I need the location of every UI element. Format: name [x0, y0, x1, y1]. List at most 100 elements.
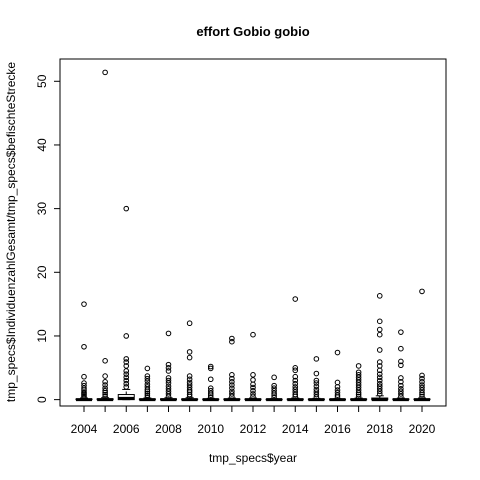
outlier-point — [271, 382, 277, 389]
outlier-point — [313, 386, 320, 393]
x-axis-label: tmp_specs$year — [209, 451, 297, 465]
box-2009 — [181, 320, 199, 402]
box-2015 — [307, 356, 325, 402]
outlier-point — [419, 384, 425, 391]
outlier-point — [398, 379, 404, 385]
outlier-point — [376, 374, 383, 381]
outlier-point — [186, 349, 193, 355]
outlier-point — [292, 380, 299, 387]
outlier-point — [81, 389, 87, 395]
outlier-point — [419, 382, 425, 388]
outlier-point — [123, 356, 130, 362]
outlier-point — [398, 345, 404, 352]
outlier-point — [229, 335, 235, 342]
outlier-point — [271, 385, 277, 391]
outlier-point — [144, 375, 151, 382]
outlier-point — [207, 376, 214, 383]
outlier-point — [165, 364, 172, 371]
y-tick-label: 20 — [35, 265, 49, 279]
outlier-point — [271, 394, 277, 400]
outlier-point — [355, 369, 362, 376]
box-2012 — [244, 331, 262, 402]
outlier-point — [292, 367, 299, 374]
x-tick-label: 2010 — [197, 422, 224, 436]
outlier-point — [313, 356, 320, 362]
outlier-point — [250, 393, 256, 400]
outlier-point — [419, 393, 425, 400]
outlier-point — [165, 377, 172, 384]
outlier-point — [376, 293, 383, 299]
outlier-point — [292, 296, 299, 302]
outlier-point — [313, 380, 320, 386]
outlier-point — [102, 373, 108, 379]
box-2004 — [75, 301, 93, 402]
outlier-point — [250, 391, 256, 397]
outlier-point — [355, 363, 362, 369]
box-2020 — [413, 288, 431, 402]
outlier-point — [123, 333, 130, 339]
outlier-point — [81, 343, 87, 350]
outlier-point — [292, 377, 299, 384]
box-2008 — [160, 330, 177, 402]
outlier-point — [398, 388, 404, 395]
outlier-point — [419, 288, 425, 295]
outlier-point — [186, 354, 193, 361]
outlier-point — [186, 382, 193, 388]
outlier-point — [102, 393, 108, 400]
outlier-point — [229, 382, 235, 388]
x-tick-label: 2008 — [155, 422, 182, 436]
outlier-point — [102, 385, 108, 391]
outlier-point — [207, 394, 214, 400]
y-tick-label: 10 — [35, 329, 49, 343]
outlier-point — [229, 388, 235, 395]
outlier-point — [398, 375, 404, 381]
outlier-point — [292, 384, 299, 390]
outlier-point — [186, 373, 193, 379]
y-axis-label: tmp_specs$IndividuenzahlGesamt/tmp_specs… — [4, 62, 18, 403]
outlier-point — [250, 372, 256, 378]
outlier-point — [376, 371, 383, 377]
x-tick-label: 2006 — [113, 422, 140, 436]
y-tick-label: 0 — [35, 396, 49, 403]
outlier-point — [334, 389, 341, 396]
outlier-point — [376, 363, 383, 369]
outlier-point — [334, 387, 341, 393]
outlier-point — [144, 365, 151, 372]
outlier-point — [81, 380, 87, 386]
outlier-point — [355, 393, 362, 400]
box-2010 — [202, 363, 220, 402]
outlier-point — [313, 370, 320, 377]
outlier-point — [250, 331, 256, 338]
outlier-point — [355, 372, 362, 378]
chart-title: effort Gobio gobio — [196, 24, 309, 39]
outlier-point — [229, 338, 235, 345]
outlier-point — [123, 363, 130, 369]
y-tick-label: 50 — [35, 74, 49, 88]
box-2019 — [392, 329, 410, 402]
outlier-point — [102, 382, 108, 388]
outlier-point — [165, 383, 172, 390]
outlier-point — [123, 377, 130, 384]
outlier-point — [376, 326, 383, 333]
outlier-point — [144, 381, 151, 388]
outlier-point — [398, 362, 404, 369]
box-2018 — [371, 293, 389, 402]
outlier-point — [271, 374, 277, 381]
x-tick-label: 2004 — [71, 422, 98, 436]
outlier-point — [144, 373, 151, 379]
outlier-point — [123, 371, 130, 377]
outlier-point — [229, 379, 235, 385]
outlier-point — [292, 386, 299, 393]
outlier-point — [376, 359, 383, 365]
outlier-point — [165, 375, 172, 381]
outlier-point — [81, 382, 87, 389]
box-2006 — [117, 205, 135, 401]
y-tick-label: 30 — [35, 202, 49, 216]
outlier-point — [419, 372, 425, 379]
outlier-point — [102, 391, 108, 398]
x-tick-label: 2012 — [240, 422, 267, 436]
outlier-point — [81, 301, 87, 307]
x-axis: 2004 2006 2008 2010 2012 2014 2016 2018 2020 — [71, 405, 436, 436]
outlier-point — [376, 347, 383, 353]
